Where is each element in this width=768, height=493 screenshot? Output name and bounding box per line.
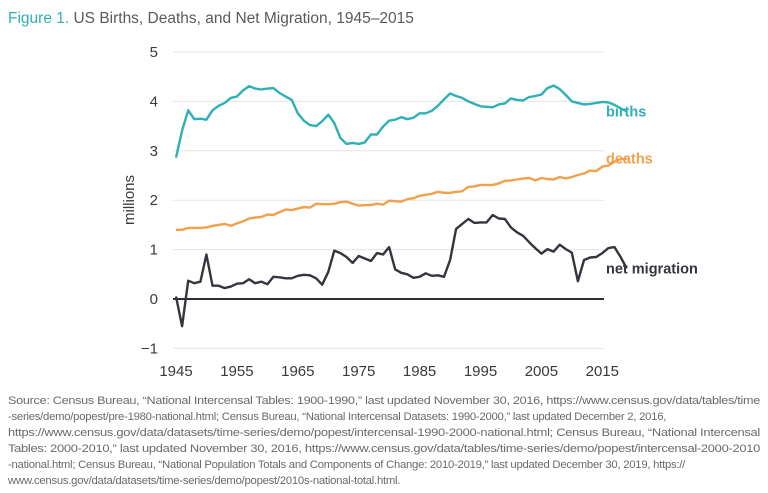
source-line: -national.html; Census Bureau, “National… <box>8 459 686 471</box>
source-line: -series/demo/popest/pre-1980-national.ht… <box>8 411 666 423</box>
y-tick-label: 5 <box>150 44 158 61</box>
y-tick-label: 4 <box>150 93 158 110</box>
figure-title: Figure 1. US Births, Deaths, and Net Mig… <box>8 10 414 27</box>
x-tick-label: 1955 <box>220 363 253 380</box>
source-line: https://www.census.gov/data/datasets/tim… <box>8 427 760 439</box>
source-note: Source: Census Bureau, “National Interce… <box>7 395 760 487</box>
source-line: www.census.gov/data/datasets/time-series… <box>7 475 400 487</box>
series-lines <box>174 84 628 328</box>
x-axis-ticks: 1945 1955 1965 1975 1985 1995 2005 2015 <box>159 363 619 380</box>
births-label: births <box>606 104 646 120</box>
x-tick-label: 2015 <box>586 363 619 380</box>
series-labels: births deaths net migration <box>606 104 698 277</box>
y-axis-label: millions <box>121 175 138 225</box>
y-axis-ticks: −1 0 1 2 3 4 5 <box>141 44 158 357</box>
x-tick-label: 2005 <box>525 363 558 380</box>
net-migration-line <box>174 213 628 328</box>
deaths-label: deaths <box>606 152 653 168</box>
x-tick-label: 1945 <box>159 363 192 380</box>
x-tick-label: 1965 <box>281 363 314 380</box>
y-tick-label: 2 <box>150 192 158 209</box>
y-tick-label: 0 <box>150 291 158 308</box>
figure-number: Figure 1. <box>8 10 69 27</box>
y-tick-label: −1 <box>141 340 158 357</box>
figure-title-text: US Births, Deaths, and Net Migration, 19… <box>69 10 414 27</box>
source-line: Source: Census Bureau, “National Interce… <box>8 395 760 407</box>
deaths-line <box>176 157 627 232</box>
source-line: Tables: 2000-2010,” last updated Novembe… <box>8 443 760 455</box>
x-tick-label: 1985 <box>403 363 436 380</box>
y-tick-label: 1 <box>150 242 158 259</box>
x-tick-label: 1975 <box>342 363 375 380</box>
x-tick-label: 1995 <box>464 363 497 380</box>
net-migration-label: net migration <box>606 261 698 277</box>
y-tick-label: 3 <box>150 143 158 160</box>
births-line <box>174 84 628 158</box>
gridlines <box>173 51 604 349</box>
